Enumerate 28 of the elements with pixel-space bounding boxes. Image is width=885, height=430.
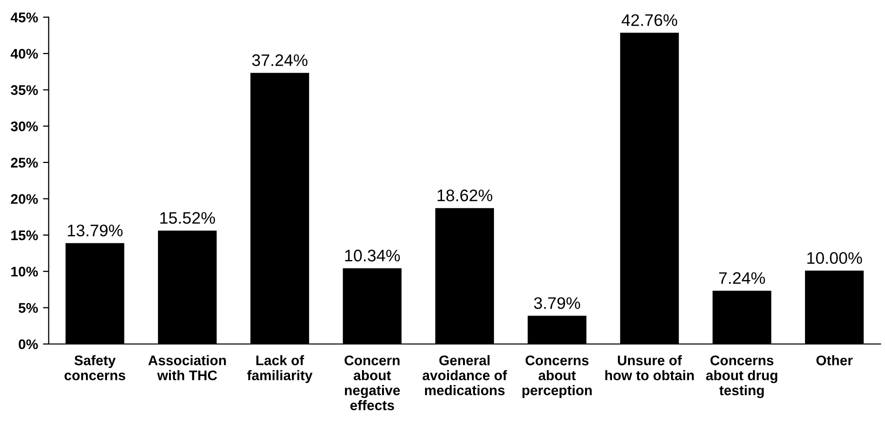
data-label: 18.62%	[438, 190, 492, 202]
data-label: 7.24%	[719, 272, 765, 284]
y-tick-label: 25%	[10, 158, 38, 168]
y-tick-label: 45%	[10, 12, 38, 22]
x-tick-label: General avoidance of medications	[422, 355, 508, 396]
y-tick-label: 30%	[10, 121, 38, 132]
data-label: 42.76%	[622, 14, 678, 26]
y-tick-label: 15%	[11, 230, 38, 240]
x-tick-label: Safety concerns	[64, 355, 126, 380]
data-label: 3.79%	[534, 297, 580, 310]
y-tick-label: 0%	[18, 339, 38, 350]
data-label: 15.52%	[160, 212, 215, 224]
y-tick-label: 20%	[10, 194, 38, 204]
x-tick-label: Unsure of how to obtain	[605, 355, 694, 380]
y-tick-label: 40%	[10, 48, 38, 59]
x-tick-label: Concerns about perception	[522, 355, 592, 398]
data-label: 10.34%	[345, 250, 400, 262]
x-tick-label: Other	[816, 355, 853, 366]
y-tick-label: 10%	[11, 266, 38, 277]
data-label: 37.24%	[252, 54, 308, 66]
data-label: 10.00%	[807, 252, 862, 264]
y-tick-label: 5%	[18, 303, 38, 313]
x-tick-label: Concern about negative effects	[344, 355, 400, 410]
data-label: 13.79%	[68, 224, 123, 236]
x-tick-label: Lack of familiarity	[247, 355, 312, 384]
x-tick-label: Association with THC	[148, 355, 226, 380]
x-tick-label: Concerns about drug testing	[706, 355, 778, 398]
y-tick-label: 35%	[10, 85, 38, 96]
